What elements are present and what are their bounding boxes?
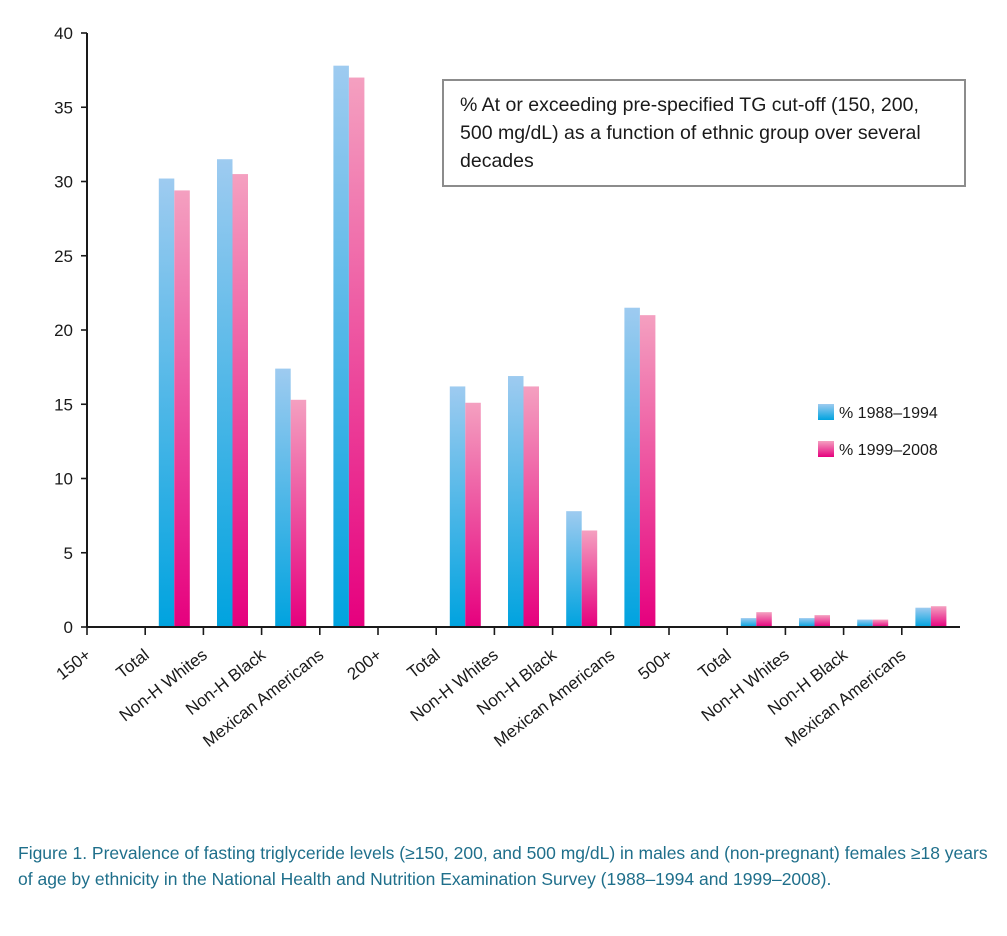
bar-1988-1994 — [799, 618, 815, 627]
x-tick-label: Total — [695, 645, 735, 682]
bar-1988-1994 — [275, 368, 291, 627]
y-tick-label: 40 — [54, 24, 73, 43]
x-tick-label: Total — [404, 645, 444, 682]
bar-1988-1994 — [158, 178, 175, 627]
bar-1999-2008 — [232, 174, 248, 627]
x-tick-label: Total — [113, 645, 153, 682]
bar-1988-1994 — [624, 307, 640, 627]
x-tick-label: 150+ — [53, 645, 95, 684]
bar-1999-2008 — [581, 530, 598, 627]
bar-1988-1994 — [566, 511, 582, 627]
y-tick-label: 25 — [54, 247, 73, 266]
legend-swatch — [818, 441, 834, 457]
bar-1999-2008 — [814, 615, 830, 627]
bar-1999-2008 — [930, 606, 947, 627]
bar-1988-1994 — [217, 159, 233, 627]
bar-1999-2008 — [348, 77, 365, 628]
bar-1999-2008 — [756, 612, 772, 627]
x-tick-label: 500+ — [635, 645, 677, 684]
legend-swatch — [818, 404, 834, 420]
bar-1999-2008 — [465, 402, 481, 627]
bar-1988-1994 — [449, 386, 466, 627]
bar-1988-1994 — [857, 619, 873, 627]
bar-1988-1994 — [333, 65, 349, 628]
legend: % 1988–1994 % 1999–2008 — [818, 404, 938, 459]
bar-1999-2008 — [523, 386, 539, 627]
y-ticks: 0 5 10 15 20 25 30 35 40 — [54, 24, 87, 637]
legend-label: % 1999–2008 — [839, 442, 938, 459]
bar-1999-2008 — [174, 190, 190, 627]
y-tick-label: 35 — [54, 98, 73, 117]
y-tick-label: 30 — [54, 173, 73, 192]
x-tick-label: 200+ — [344, 645, 386, 684]
bar-1999-2008 — [290, 399, 307, 627]
y-tick-label: 15 — [54, 395, 73, 414]
bar-1999-2008 — [639, 315, 656, 627]
bar-1988-1994 — [740, 618, 757, 627]
y-tick-label: 5 — [64, 544, 73, 563]
bars-layer — [158, 65, 947, 628]
y-tick-label: 10 — [54, 470, 73, 489]
bar-1988-1994 — [915, 607, 931, 627]
y-tick-label: 0 — [64, 618, 73, 637]
bar-1988-1994 — [508, 376, 524, 627]
figure-caption: Figure 1. Prevalence of fasting triglyce… — [18, 843, 988, 889]
legend-label: % 1988–1994 — [839, 405, 938, 422]
chart-annotation: % At or exceeding pre-specified TG cut-o… — [442, 79, 966, 187]
bar-1999-2008 — [872, 619, 889, 627]
y-tick-label: 20 — [54, 321, 73, 340]
